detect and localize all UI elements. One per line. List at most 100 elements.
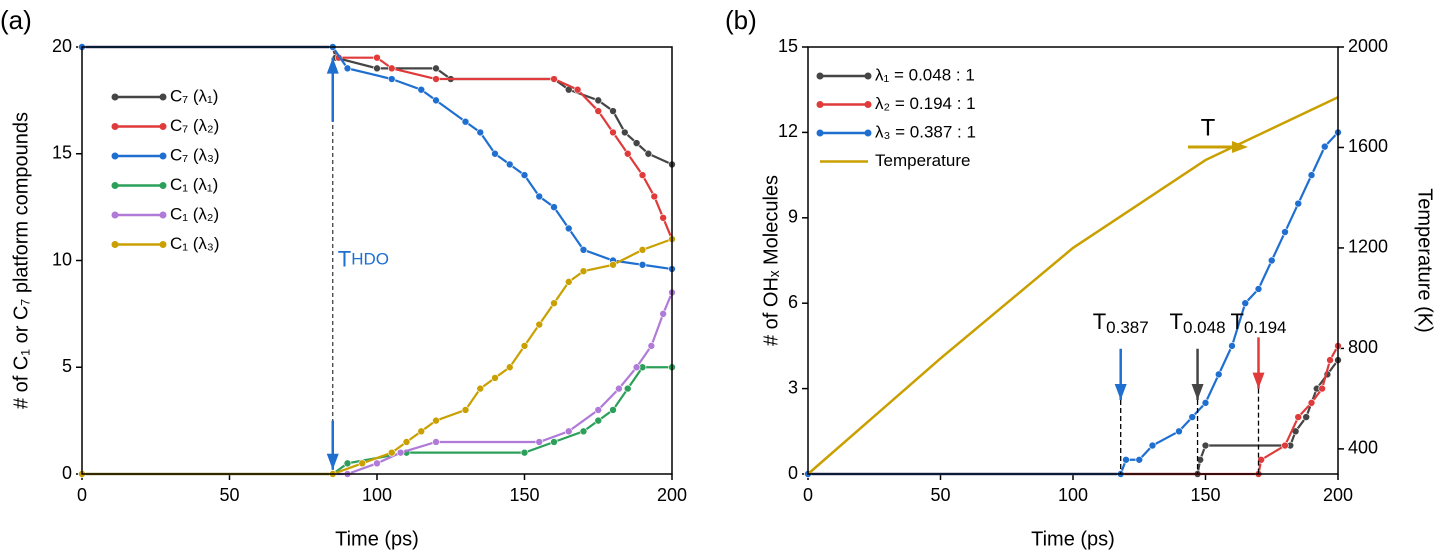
legend-label: λ₃ = 0.387 : 1 bbox=[875, 122, 976, 141]
data-point bbox=[573, 85, 582, 94]
y-tick-label: 6 bbox=[788, 292, 798, 312]
annotation-sub: 0.387 bbox=[1106, 319, 1149, 338]
arrow-head bbox=[1114, 383, 1127, 400]
data-point bbox=[358, 459, 367, 468]
data-point bbox=[1135, 455, 1144, 464]
data-point bbox=[550, 299, 558, 308]
data-point bbox=[1281, 441, 1289, 450]
data-point bbox=[491, 374, 499, 382]
data-point bbox=[461, 406, 470, 414]
y2-tick-label: 2000 bbox=[1348, 36, 1388, 56]
y2-axis-title: Temperature (K) bbox=[1414, 188, 1436, 333]
legend-marker bbox=[111, 93, 119, 101]
data-point bbox=[1241, 299, 1250, 308]
plot-frame bbox=[807, 46, 1339, 475]
data-point bbox=[373, 459, 381, 468]
y-tick-label: 15 bbox=[778, 36, 798, 56]
data-point bbox=[615, 384, 623, 393]
data-point bbox=[659, 310, 667, 318]
series-line bbox=[807, 96, 1339, 475]
y-tick-label: 5 bbox=[62, 356, 72, 376]
legend-marker bbox=[111, 152, 119, 160]
data-point bbox=[632, 363, 641, 372]
data-point bbox=[520, 342, 529, 350]
data-point bbox=[1201, 441, 1210, 450]
annotation-main: T bbox=[338, 246, 351, 271]
legend-marker bbox=[159, 241, 167, 248]
y-tick-label: 3 bbox=[788, 377, 798, 397]
legend-label: C₇ (λ₂) bbox=[170, 116, 219, 135]
x-tick-label: 50 bbox=[930, 485, 950, 505]
y2-tick-label: 400 bbox=[1348, 438, 1378, 458]
data-point bbox=[1267, 256, 1276, 265]
data-point bbox=[1294, 199, 1303, 208]
data-point bbox=[535, 320, 544, 329]
data-point bbox=[373, 53, 381, 62]
y-tick-label: 10 bbox=[52, 249, 72, 269]
series-line bbox=[82, 45, 673, 271]
data-point bbox=[594, 107, 603, 115]
data-point bbox=[579, 246, 588, 254]
legend-marker bbox=[111, 241, 119, 248]
data-point bbox=[1175, 427, 1183, 436]
data-point bbox=[1318, 384, 1326, 393]
data-point bbox=[432, 438, 440, 446]
x-axis-title: Time (ps) bbox=[1031, 528, 1115, 550]
data-point bbox=[579, 267, 588, 275]
data-point bbox=[476, 384, 485, 393]
y-axis-title: # of C₁ or C₇ platform compounds bbox=[10, 112, 32, 409]
data-point bbox=[609, 107, 617, 115]
arrow-head bbox=[326, 453, 339, 470]
y-axis-title: # of OHₓ Molecules bbox=[760, 175, 782, 346]
data-point bbox=[1254, 285, 1263, 293]
data-point bbox=[550, 75, 558, 83]
data-point bbox=[564, 278, 573, 286]
data-point bbox=[1281, 228, 1289, 236]
data-point bbox=[644, 149, 653, 158]
legend-marker bbox=[816, 101, 824, 108]
x-tick-label: 150 bbox=[509, 485, 539, 505]
data-point bbox=[491, 149, 499, 158]
x-tick-label: 200 bbox=[657, 485, 687, 505]
data-point bbox=[609, 260, 617, 269]
data-point bbox=[1320, 142, 1329, 151]
data-point bbox=[1307, 399, 1316, 407]
annotation-main: T bbox=[1093, 309, 1106, 334]
data-point bbox=[564, 427, 573, 436]
data-point bbox=[1302, 413, 1310, 421]
data-point bbox=[1307, 171, 1316, 179]
legend-label: C₇ (λ₃) bbox=[170, 145, 220, 164]
data-point bbox=[550, 438, 558, 446]
x-tick-label: 200 bbox=[1323, 485, 1353, 505]
data-point bbox=[387, 75, 396, 83]
data-point bbox=[594, 406, 603, 414]
y-tick-label: 9 bbox=[788, 207, 798, 227]
data-point bbox=[387, 64, 396, 73]
x-axis-title: Time (ps) bbox=[335, 528, 419, 550]
data-point bbox=[620, 128, 629, 137]
data-point bbox=[609, 128, 617, 137]
legend-marker bbox=[864, 129, 872, 137]
annotation-sub: HDO bbox=[351, 250, 389, 269]
data-point bbox=[432, 96, 440, 105]
data-point bbox=[1188, 413, 1197, 421]
data-point bbox=[638, 171, 647, 179]
data-point bbox=[579, 427, 588, 436]
y-tick-label: 0 bbox=[62, 463, 72, 483]
arrow-head bbox=[1232, 141, 1248, 153]
legend-marker bbox=[111, 123, 119, 130]
data-point bbox=[550, 203, 558, 211]
data-point bbox=[564, 224, 573, 233]
legend-marker bbox=[159, 182, 167, 189]
annotation-label: T0.194 bbox=[1231, 309, 1287, 338]
data-point bbox=[1257, 455, 1265, 464]
data-point bbox=[535, 438, 544, 446]
data-point bbox=[659, 214, 667, 222]
legend-marker bbox=[864, 101, 872, 108]
data-point bbox=[402, 438, 411, 446]
data-point bbox=[1201, 399, 1210, 407]
x-tick-label: 150 bbox=[1190, 485, 1220, 505]
legend-marker bbox=[111, 211, 119, 219]
legend-label: Temperature bbox=[875, 151, 970, 170]
